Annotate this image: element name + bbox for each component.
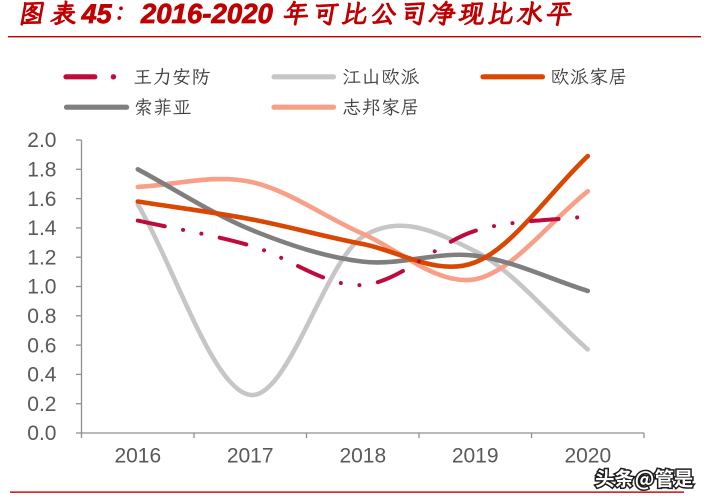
svg-text:2020: 2020 (564, 445, 611, 468)
svg-text:1.8: 1.8 (27, 159, 56, 182)
svg-text:0.0: 0.0 (27, 422, 56, 445)
svg-text:2018: 2018 (339, 445, 386, 468)
svg-text:2019: 2019 (452, 445, 499, 468)
svg-text:1.0: 1.0 (27, 276, 56, 299)
svg-text:0.6: 0.6 (27, 334, 56, 357)
svg-text:1.2: 1.2 (27, 246, 56, 269)
svg-text:2017: 2017 (227, 445, 274, 468)
svg-text:2.0: 2.0 (27, 129, 56, 152)
svg-text:0.8: 0.8 (27, 305, 56, 328)
svg-text:2016: 2016 (114, 445, 161, 468)
svg-text:1.6: 1.6 (27, 188, 56, 211)
svg-text:0.2: 0.2 (27, 393, 56, 416)
svg-text:0.4: 0.4 (27, 364, 57, 387)
svg-text:1.4: 1.4 (27, 217, 57, 240)
